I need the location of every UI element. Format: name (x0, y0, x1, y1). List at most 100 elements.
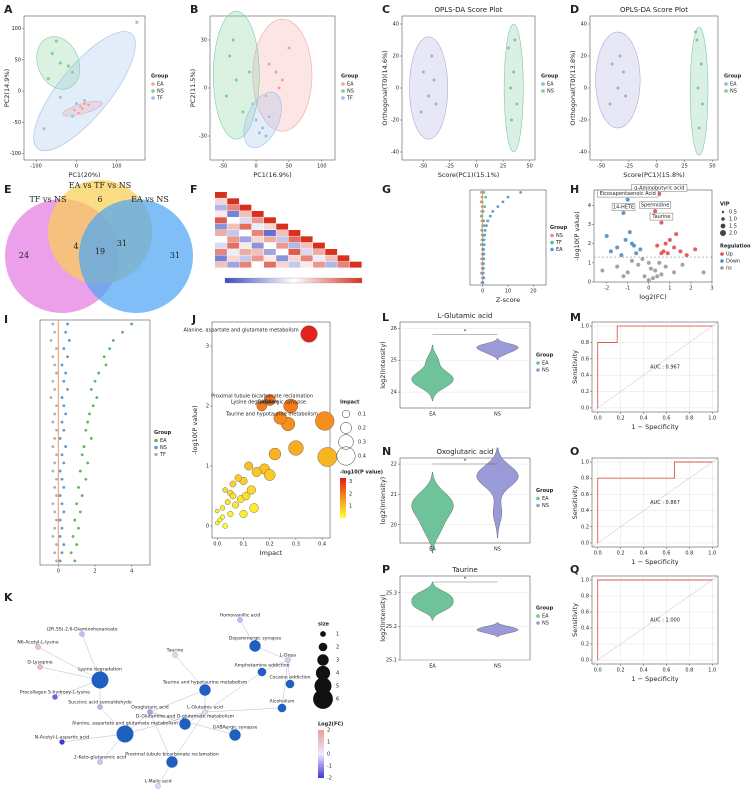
point (665, 251, 670, 256)
legend-swatch (154, 452, 158, 457)
edge (149, 711, 186, 725)
dot (55, 371, 58, 375)
dot (77, 526, 80, 530)
metabolite-node (97, 759, 103, 765)
edge (149, 711, 236, 736)
x-tick-label: 25 (681, 164, 687, 170)
dot (60, 526, 64, 530)
y-tick-label: 0 (588, 280, 591, 286)
legend-swatch (541, 89, 545, 93)
point (263, 94, 268, 98)
point (58, 61, 63, 65)
x-tick-label: 50 (526, 164, 532, 170)
x-tick-label: EA (429, 412, 436, 418)
heatmap-cell (264, 249, 276, 255)
colorbar-tick-label: 2 (349, 491, 352, 497)
dot (62, 404, 66, 408)
legend-label: 0.2 (358, 426, 366, 432)
confidence-ellipse (33, 31, 136, 152)
dot (481, 262, 485, 266)
node-label: Amphetamine addiction (234, 663, 289, 669)
y-tick-label: 20 (391, 522, 397, 528)
x-tick-label: NS (494, 664, 501, 670)
dot (480, 190, 483, 194)
legend-swatch (536, 496, 540, 501)
heatmap-cell (227, 217, 240, 224)
legend-label: NS (542, 621, 549, 627)
legend-label: 1 (336, 632, 339, 638)
bubble (229, 492, 237, 500)
heatmap-cell (313, 261, 325, 268)
y-tick-label: -100 (10, 151, 21, 157)
dot (480, 195, 484, 199)
node-label: 2-Keto-glutaramic acid (74, 754, 126, 760)
node-label: Alanine, aspartate and glutamate metabol… (72, 721, 178, 727)
x-tick-label: 0.2 (617, 551, 625, 557)
heatmap-cell (288, 249, 301, 255)
x-axis-label: log2(FC) (639, 293, 666, 301)
x-tick-label: 1 (668, 286, 671, 292)
dot (51, 469, 55, 473)
y-tick-label: 0.6 (581, 492, 589, 498)
legend-swatch (536, 614, 540, 618)
point (684, 253, 689, 258)
bubble (315, 411, 335, 431)
annotation: g-Aminobutyric acid (634, 185, 684, 191)
x-tick-label: 100 (112, 164, 122, 170)
y-tick-label: 3 (588, 222, 591, 228)
heatmap-cell (239, 211, 252, 217)
dot (483, 205, 487, 209)
panel-letter: N (382, 445, 391, 458)
size-key (317, 654, 329, 666)
x-tick-label: 0.8 (685, 416, 693, 422)
point (655, 243, 660, 248)
confidence-ellipse (243, 91, 282, 149)
dot (53, 486, 57, 489)
y-tick-label: 40 (393, 22, 399, 28)
heatmap-cell (264, 261, 276, 268)
legend-label: TF (555, 240, 562, 246)
bubble (224, 499, 231, 505)
pathway-node (116, 725, 134, 743)
plot-frame (209, 15, 336, 161)
heatmap-cell (288, 230, 301, 236)
legend-swatch (536, 368, 540, 372)
legend-swatch (550, 233, 554, 238)
y-tick-label: 0.0 (581, 540, 589, 546)
node-label: Proximal tubule bicarbonate reclamation (125, 751, 219, 757)
venn-set (79, 199, 193, 313)
panel-letter: J (191, 313, 196, 326)
y-tick-label: 30 (201, 38, 207, 44)
panel-letter: H (570, 183, 579, 196)
y-tick-label: 20 (581, 54, 587, 60)
legend-label: EA (157, 82, 164, 88)
legend-label: EA (556, 247, 563, 253)
heatmap-cell (227, 230, 240, 236)
point (642, 274, 647, 279)
y-tick-label: 1.0 (581, 324, 589, 330)
y-tick-label: 0 (396, 86, 399, 92)
legend-label: EA (542, 614, 549, 620)
point (247, 70, 252, 74)
size-key (721, 217, 725, 221)
point (653, 209, 658, 214)
y-tick-label: 0.0 (581, 405, 589, 411)
reference-diagonal (591, 321, 719, 413)
metabolite-node (285, 657, 291, 663)
size-key (720, 223, 726, 229)
dot (53, 526, 57, 530)
legend-label: 2 (336, 645, 339, 651)
heatmap-cell (276, 255, 289, 262)
violin (411, 472, 454, 554)
dot (485, 224, 488, 228)
legend-label: NS (157, 89, 164, 95)
point (509, 118, 514, 122)
dot (60, 453, 64, 457)
metabolite-node (155, 783, 161, 789)
x-tick-label: 0 (655, 164, 658, 170)
legend-title: VIP (720, 202, 730, 208)
heatmap-cell (313, 255, 325, 262)
node-label: Lysine degradation (78, 667, 122, 673)
point (273, 70, 278, 74)
legend-swatch (341, 89, 345, 93)
